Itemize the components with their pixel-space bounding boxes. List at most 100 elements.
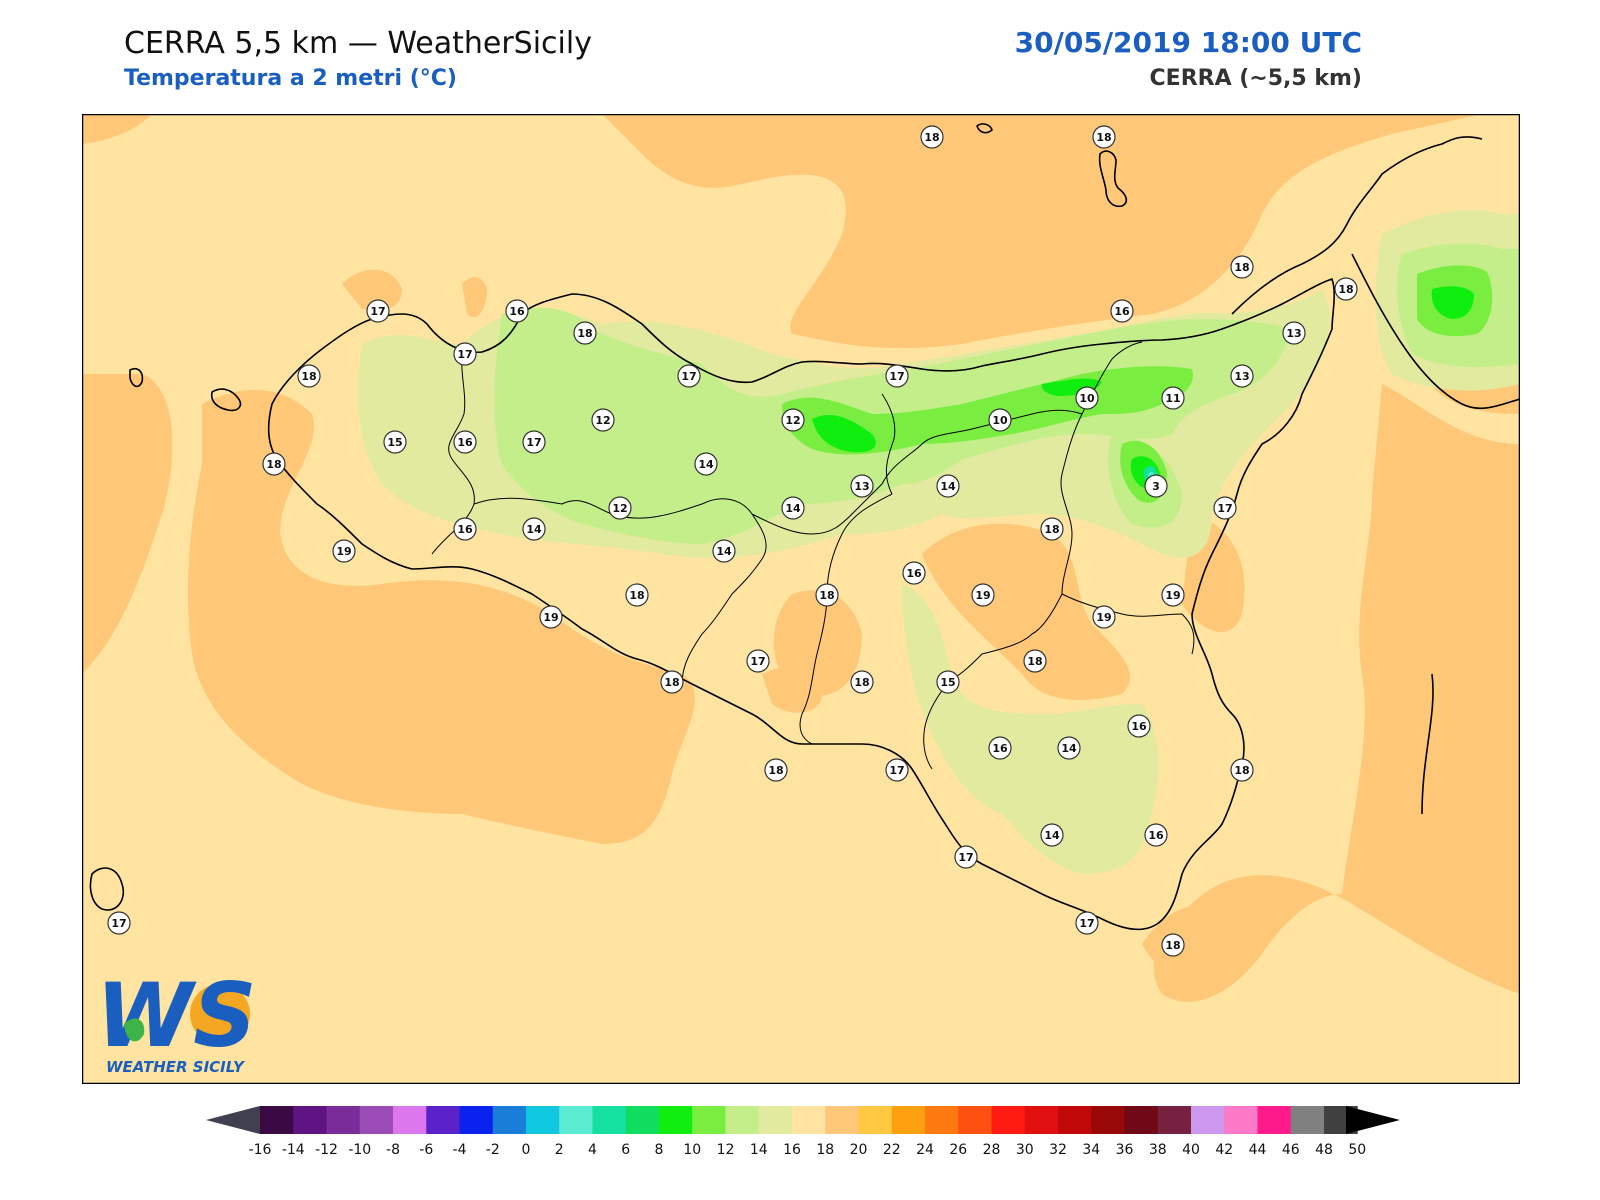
station-value: 17 — [370, 305, 385, 318]
station-marker: 16 — [453, 517, 477, 541]
station-circle — [262, 452, 286, 476]
station-circle — [1334, 277, 1358, 301]
colorbar-tick-label: 14 — [750, 1142, 768, 1158]
station-value: 11 — [1165, 392, 1180, 405]
station-value: 12 — [785, 414, 800, 427]
station-circle — [781, 496, 805, 520]
colorbar-cell — [1191, 1106, 1225, 1134]
station-circle — [781, 408, 805, 432]
station-marker: 14 — [522, 517, 546, 541]
colorbar-cell — [1224, 1106, 1258, 1134]
colorbar-tick-label: 16 — [783, 1142, 801, 1158]
station-marker: 18 — [764, 758, 788, 782]
station-value: 18 — [629, 589, 644, 602]
colorbar-tick-label: 48 — [1315, 1142, 1333, 1158]
station-marker: 14 — [694, 452, 718, 476]
colorbar-cell — [1091, 1106, 1125, 1134]
station-value: 14 — [716, 545, 732, 558]
station-value: 17 — [889, 370, 904, 383]
map-subtitle: Temperatura a 2 metri (°C) — [124, 66, 457, 91]
colorbar-tick-label: -12 — [315, 1142, 338, 1158]
colorbar-tick-label: 32 — [1049, 1142, 1067, 1158]
station-value: 14 — [526, 523, 542, 536]
station-marker: 16 — [1144, 823, 1168, 847]
station-marker: 16 — [1127, 714, 1151, 738]
colorbar-cell — [991, 1106, 1026, 1134]
station-circle — [539, 605, 563, 629]
station-marker: 18 — [920, 125, 944, 149]
colorbar-tick-label: 34 — [1082, 1142, 1100, 1158]
station-marker: 18 — [1161, 933, 1185, 957]
station-circle — [746, 649, 770, 673]
station-value: 17 — [1079, 917, 1094, 930]
station-marker: 18 — [262, 452, 286, 476]
station-value: 12 — [612, 502, 627, 515]
station-circle — [1110, 299, 1134, 323]
station-marker: 18 — [573, 321, 597, 345]
station-circle — [591, 408, 615, 432]
colorbar: -16 -14 -12 -10 -8 -6 -4 -2 0 2 4 6 8 10 12 14 16 18 20 22 2… — [206, 1106, 1400, 1158]
colorbar-cell — [426, 1106, 460, 1134]
station-value: 19 — [1096, 611, 1111, 624]
station-circle — [1213, 496, 1237, 520]
colorbar-cell — [625, 1106, 660, 1134]
station-marker: 17 — [746, 649, 770, 673]
colorbar-cell — [1290, 1106, 1325, 1134]
station-marker: 12 — [608, 496, 632, 520]
station-value: 13 — [854, 480, 869, 493]
station-circle — [694, 452, 718, 476]
station-marker: 17 — [885, 758, 909, 782]
admin-borders — [431, 341, 1195, 770]
station-circle — [885, 364, 909, 388]
station-circle — [764, 758, 788, 782]
station-circle — [1161, 933, 1185, 957]
station-circle — [1023, 649, 1047, 673]
colorbar-tick-label: 50 — [1348, 1142, 1366, 1158]
colorbar-tick-label: 0 — [522, 1142, 531, 1158]
station-circle — [1230, 758, 1254, 782]
station-marker: 16 — [1110, 299, 1134, 323]
colorbar-tick-label: -2 — [486, 1142, 500, 1158]
station-circle — [1144, 823, 1168, 847]
colorbar-cell — [459, 1106, 494, 1134]
colorbar-cell — [393, 1106, 427, 1134]
colorbar-cell — [659, 1106, 693, 1134]
station-value: 14 — [940, 480, 956, 493]
station-value: 13 — [1286, 327, 1301, 340]
station-value: 14 — [698, 458, 714, 471]
station-value: 18 — [301, 370, 316, 383]
station-marker: 10 — [988, 408, 1012, 432]
colorbar-tick-label: -16 — [249, 1142, 272, 1158]
station-value: 18 — [266, 458, 281, 471]
station-circle — [988, 408, 1012, 432]
valid-datetime: 30/05/2019 18:00 UTC — [1014, 26, 1362, 59]
station-value: 14 — [1044, 829, 1060, 842]
station-marker: 14 — [1057, 736, 1081, 760]
station-value: 14 — [785, 502, 801, 515]
station-marker: 19 — [1161, 583, 1185, 607]
station-circle — [505, 299, 529, 323]
coastlines — [89, 123, 1520, 931]
colorbar-tick-label: 6 — [621, 1142, 630, 1158]
colorbar-cell — [1024, 1106, 1059, 1134]
station-circle — [885, 758, 909, 782]
station-circle — [625, 583, 649, 607]
station-marker: 14 — [781, 496, 805, 520]
station-circle — [608, 496, 632, 520]
colorbar-over-arrow — [1346, 1106, 1400, 1134]
station-value: 17 — [111, 917, 126, 930]
station-marker: 17 — [107, 911, 131, 935]
station-value: 17 — [889, 764, 904, 777]
station-circle — [1092, 125, 1116, 149]
station-marker: 18 — [1040, 517, 1064, 541]
station-value: 19 — [1165, 589, 1180, 602]
colorbar-cell — [359, 1106, 394, 1134]
station-value: 18 — [1234, 764, 1249, 777]
station-marker: 18 — [1230, 758, 1254, 782]
station-circle — [1282, 321, 1306, 345]
station-value: 16 — [992, 742, 1008, 755]
colorbar-cell — [925, 1106, 959, 1134]
station-marker: 18 — [1092, 125, 1116, 149]
colorbar-tick-label: 42 — [1215, 1142, 1233, 1158]
station-value: 13 — [1234, 370, 1249, 383]
